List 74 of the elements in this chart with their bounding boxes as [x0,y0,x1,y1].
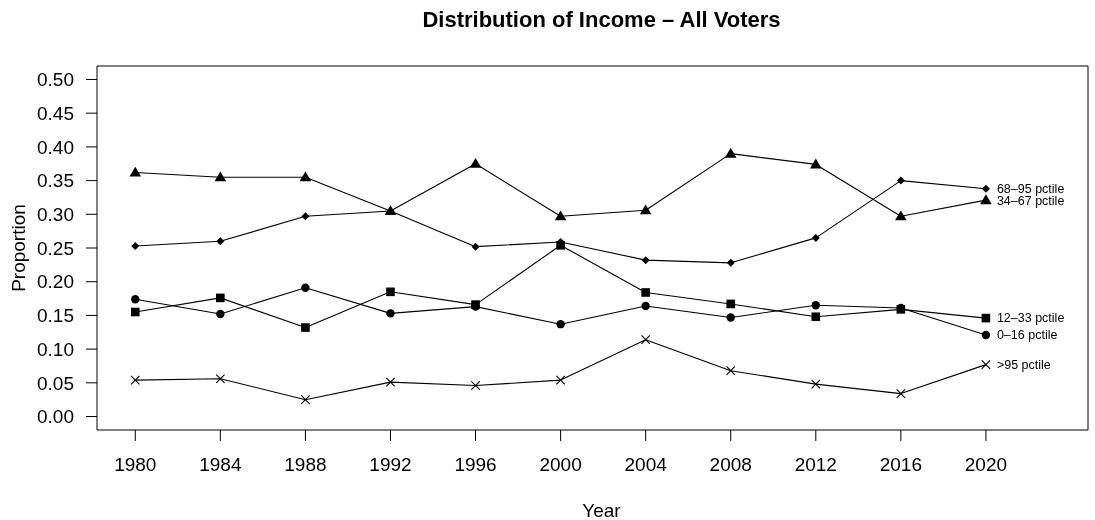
y-tick-label: 0.45 [37,102,74,124]
y-tick-label: 0.00 [37,406,74,428]
y-tick-label: 0.10 [37,338,74,360]
point [301,212,310,221]
x-axis-title: Year [582,499,622,520]
point [300,394,311,405]
x-tick-label: 2020 [964,454,1008,476]
point [555,375,566,385]
x-tick-label: 2004 [624,454,668,476]
point [811,312,821,322]
point [215,374,226,384]
x-tick-label: 2000 [539,454,582,476]
y-tick-label: 0.25 [37,237,74,259]
point [130,375,141,385]
point [640,334,651,345]
point [895,210,907,221]
point [301,283,310,292]
point [216,237,225,246]
point [131,241,140,250]
point [556,319,565,329]
point [214,171,227,182]
x-tick-label: 1984 [199,454,242,476]
y-tick-label: 0.50 [37,69,74,91]
x-tick-label: 1980 [114,454,157,476]
point [981,184,990,193]
point [811,379,821,389]
point [811,301,820,310]
point [301,323,310,332]
series-label: >95 pctile [996,357,1051,372]
point [641,288,650,297]
x-tick-label: 1988 [284,454,327,476]
point [554,210,567,221]
point [811,233,820,242]
x-tick-label: 1996 [454,454,497,476]
point [216,309,225,319]
point [726,313,735,322]
point [980,194,992,205]
point [724,147,737,158]
point [131,295,140,304]
y-tick-label: 0.20 [37,271,74,293]
point [471,242,480,251]
point [386,287,395,297]
point [470,380,481,391]
point [726,258,735,267]
point [639,204,652,215]
y-axis-title: Proportion [7,204,29,292]
x-tick-label: 2016 [879,454,922,476]
y-tick-label: 0.05 [37,372,74,394]
point [981,359,991,370]
point [726,299,736,309]
point [641,256,650,265]
y-tick-label: 0.40 [37,136,74,158]
point [216,293,225,303]
x-tick-label: 2012 [794,454,837,476]
series-label: 12–33 pctile [996,311,1065,326]
point [130,307,140,317]
point [641,301,650,311]
point [981,330,991,340]
point [386,309,395,318]
chart-title: Distribution of Income – All Voters [421,7,782,32]
point [896,176,905,185]
y-tick-label: 0.35 [37,170,74,192]
x-tick-label: 1992 [369,454,412,476]
point [896,388,906,399]
x-tick-label: 2008 [709,454,752,476]
point [469,157,482,168]
point [556,241,565,250]
point [299,171,312,182]
point [725,365,736,376]
point [129,166,142,177]
y-tick-label: 0.15 [37,305,74,327]
series-label: 0–16 pctile [996,328,1058,343]
y-tick-label: 0.30 [37,204,74,226]
point [385,377,396,387]
